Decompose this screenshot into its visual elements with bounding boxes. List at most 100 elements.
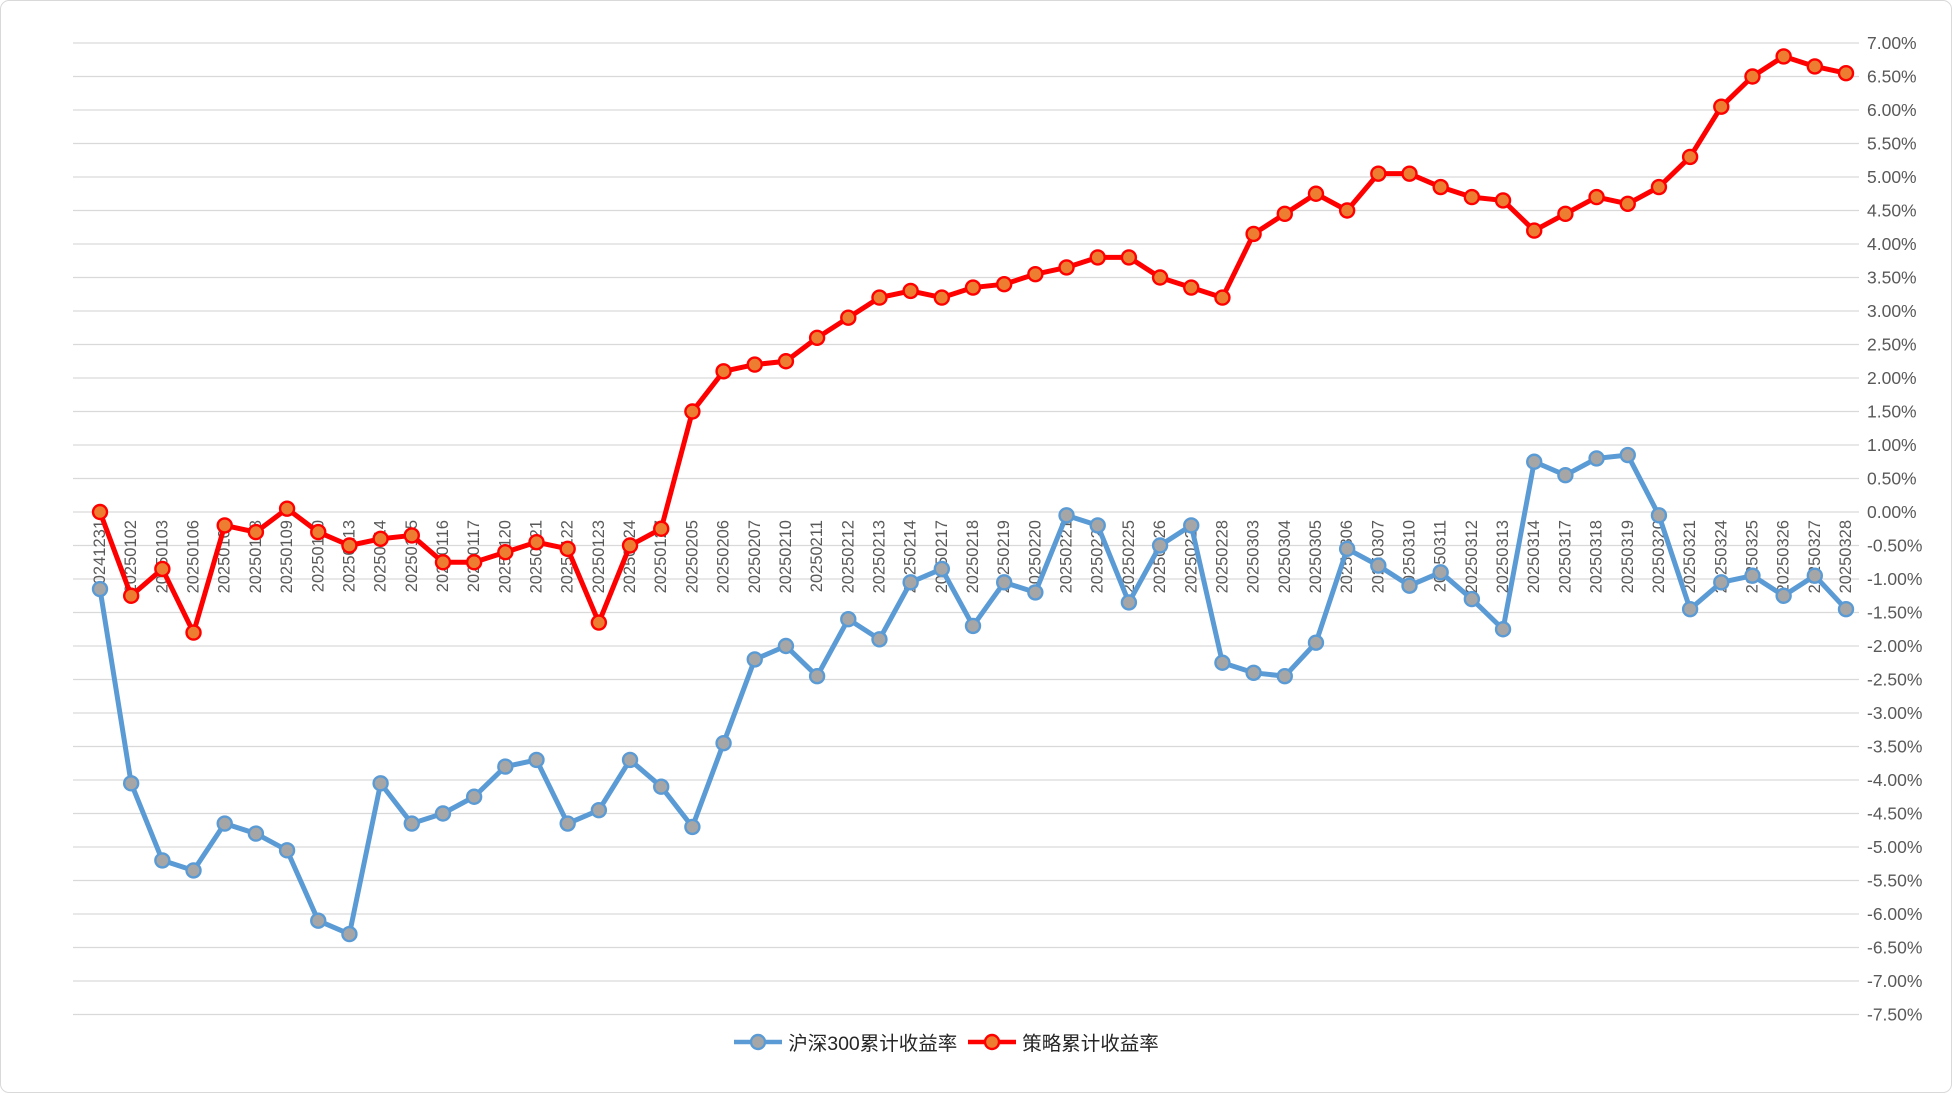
data-point-marker [1370, 165, 1387, 182]
y-tick-label: 0.00% [1867, 502, 1917, 522]
x-tick-label: 20250324 [1712, 520, 1730, 593]
data-point-marker [341, 537, 358, 554]
data-point-marker [341, 925, 358, 943]
data-point-marker [933, 289, 951, 306]
data-point-marker [434, 554, 452, 571]
data-point-marker [746, 356, 763, 373]
data-point-marker [777, 353, 795, 370]
legend-item-hs300: 沪深300累计收益率 [733, 1027, 957, 1056]
data-point-marker [1744, 567, 1761, 584]
data-point-marker [1588, 450, 1605, 467]
x-tick-label: 20250228 [1213, 520, 1231, 593]
x-tick-label: 20250212 [839, 520, 857, 593]
legend-item-strategy: 策略累计收益率 [967, 1027, 1159, 1056]
data-point-marker [1619, 195, 1636, 213]
data-point-marker [154, 560, 171, 578]
x-tick-label: 20250205 [683, 520, 701, 593]
data-point-marker [465, 554, 483, 571]
data-point-marker [1245, 225, 1262, 243]
x-tick-label: 20250318 [1588, 520, 1606, 593]
data-point-marker [310, 912, 327, 929]
y-tick-label: 0.50% [1867, 469, 1917, 489]
y-tick-label: 1.50% [1867, 402, 1917, 422]
data-point-marker [1183, 279, 1200, 296]
x-tick-label: 20250305 [1307, 520, 1325, 593]
y-tick-label: 3.50% [1867, 268, 1917, 288]
data-point-marker [1401, 577, 1418, 594]
x-tick-label: 20250123 [590, 520, 608, 593]
data-point-marker [216, 517, 233, 534]
data-point-marker [122, 587, 140, 604]
data-point-marker [964, 617, 982, 635]
data-point-marker [403, 527, 420, 544]
data-point-marker [871, 289, 888, 306]
data-point-marker [1681, 600, 1699, 618]
data-point-marker [590, 614, 608, 631]
x-tick-label: 20250221 [1058, 520, 1076, 593]
data-point-marker [372, 775, 389, 792]
data-point-marker [684, 403, 701, 420]
data-point-marker [621, 537, 639, 554]
data-point-marker [1120, 249, 1138, 266]
data-point-marker [1027, 584, 1044, 601]
y-tick-label: 6.50% [1867, 67, 1917, 87]
data-point-marker [1650, 178, 1668, 196]
x-tick-label: 20250310 [1401, 520, 1419, 593]
y-tick-label: -6.00% [1867, 904, 1922, 924]
legend-swatch-strategy-icon [968, 1033, 1017, 1050]
x-tick-label: 20250303 [1245, 520, 1263, 593]
y-tick-label: -7.00% [1867, 971, 1922, 991]
data-point-marker [1775, 48, 1792, 65]
x-tick-label: 20250206 [715, 520, 733, 593]
x-tick-label: 20250312 [1463, 520, 1481, 593]
y-tick-label: -1.50% [1867, 603, 1922, 623]
data-point-marker [840, 611, 857, 628]
data-point-marker [1276, 667, 1293, 685]
series-hs300 [91, 446, 1855, 943]
data-point-marker [1401, 165, 1418, 182]
x-tick-label: 20250106 [185, 520, 203, 593]
y-tick-label: 7.00% [1867, 33, 1917, 53]
y-tick-label: -6.50% [1867, 938, 1922, 958]
y-tick-label: -2.50% [1867, 670, 1922, 690]
x-axis-labels: 20241231 20250102 20250103 20250106 20250107… [91, 520, 1855, 593]
x-tick-label: 20250109 [278, 520, 296, 593]
data-point-marker [465, 788, 483, 805]
y-tick-label: 1.00% [1867, 435, 1917, 455]
data-point-marker [1588, 188, 1605, 206]
data-point-marker [684, 818, 701, 836]
y-tick-label: -5.00% [1867, 837, 1922, 857]
data-point-marker [1557, 466, 1574, 484]
data-point-marker [247, 825, 265, 842]
data-point-marker [1494, 621, 1512, 638]
data-point-marker [653, 520, 670, 537]
data-point-marker [1557, 205, 1574, 223]
y-tick-label: 5.50% [1867, 134, 1917, 154]
data-point-marker [216, 815, 233, 832]
x-tick-label: 20250314 [1525, 520, 1543, 593]
data-point-marker [1837, 64, 1855, 82]
data-point-marker [1432, 178, 1449, 196]
data-point-marker [1151, 269, 1169, 286]
data-point-marker [559, 540, 576, 558]
x-tick-label: 20250207 [746, 520, 764, 593]
x-tick-label: 20250225 [1120, 520, 1138, 593]
data-point-marker [964, 279, 982, 296]
data-point-marker [278, 842, 296, 859]
y-tick-label: -4.50% [1867, 804, 1922, 824]
data-point-marker [1713, 98, 1730, 115]
x-tick-label: 20250328 [1837, 520, 1855, 593]
x-tick-label: 20250210 [777, 520, 795, 593]
data-point-marker [528, 533, 545, 551]
legend-marker-icon [984, 1033, 1001, 1050]
y-tick-label: -0.50% [1867, 536, 1922, 556]
data-point-marker [653, 778, 670, 795]
data-point-marker [1526, 453, 1543, 470]
data-point-marker [403, 815, 420, 832]
y-tick-label: 6.00% [1867, 100, 1917, 120]
data-point-marker [902, 574, 919, 591]
data-point-marker [528, 751, 545, 769]
x-tick-label: 20250226 [1151, 520, 1169, 593]
y-tick-label: -5.50% [1867, 871, 1922, 891]
